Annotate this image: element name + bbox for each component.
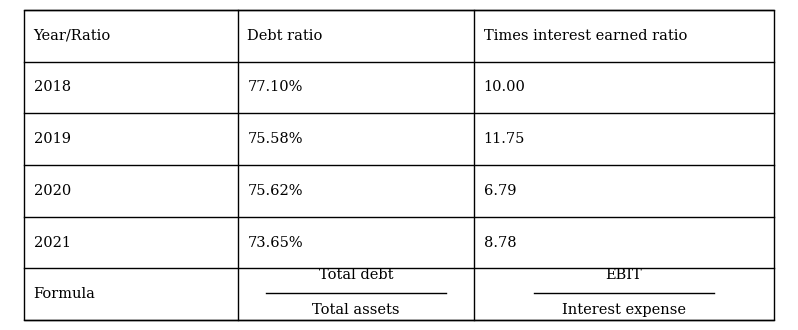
Text: 11.75: 11.75 — [484, 132, 525, 146]
Text: 2019: 2019 — [34, 132, 70, 146]
Text: 8.78: 8.78 — [484, 236, 516, 249]
Text: 2018: 2018 — [34, 81, 71, 94]
Text: Debt ratio: Debt ratio — [247, 29, 322, 43]
Text: Total debt: Total debt — [318, 268, 393, 282]
Text: Total assets: Total assets — [312, 303, 400, 317]
Text: Times interest earned ratio: Times interest earned ratio — [484, 29, 687, 43]
Text: 77.10%: 77.10% — [247, 81, 302, 94]
Text: 10.00: 10.00 — [484, 81, 525, 94]
Text: Year/Ratio: Year/Ratio — [34, 29, 111, 43]
Text: Formula: Formula — [34, 287, 96, 301]
Text: EBIT: EBIT — [606, 268, 642, 282]
Text: 75.62%: 75.62% — [247, 184, 302, 198]
Text: 73.65%: 73.65% — [247, 236, 303, 249]
Text: 6.79: 6.79 — [484, 184, 516, 198]
Text: 2020: 2020 — [34, 184, 71, 198]
Text: 75.58%: 75.58% — [247, 132, 302, 146]
Text: 2021: 2021 — [34, 236, 70, 249]
Text: Interest expense: Interest expense — [562, 303, 686, 317]
